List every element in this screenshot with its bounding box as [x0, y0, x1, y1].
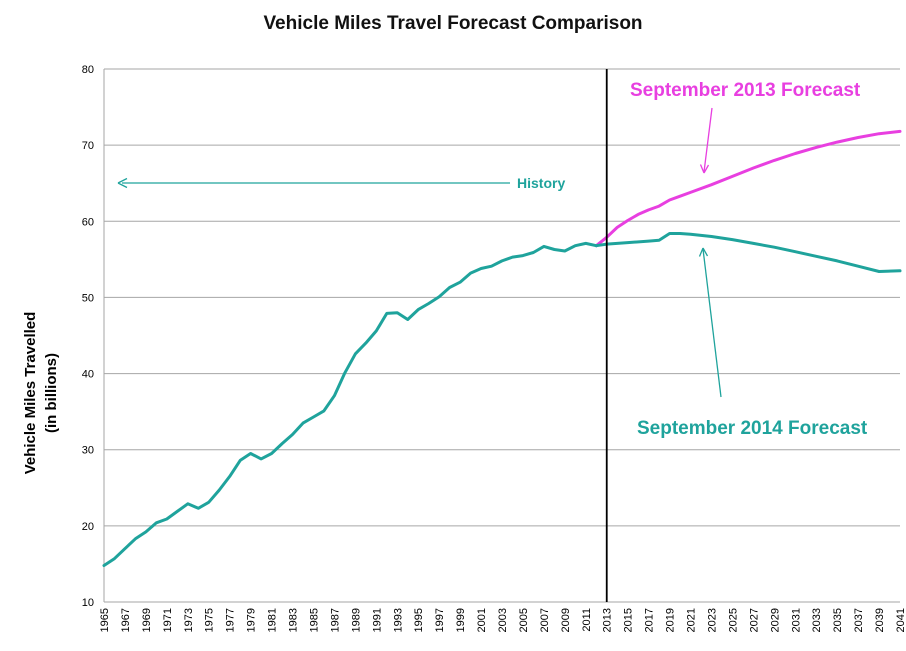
- history-arrow-head-icon: [117, 177, 128, 189]
- x-tick-label: 2017: [644, 608, 656, 632]
- x-tick-label: 2039: [874, 608, 886, 632]
- x-tick-label: 2013: [602, 608, 614, 632]
- x-tick-label: 1975: [204, 608, 216, 632]
- x-tick-label: 2037: [853, 608, 865, 632]
- y-tick-label: 30: [82, 445, 94, 457]
- x-tick-label: 1967: [120, 608, 132, 632]
- x-tick-label: 2031: [790, 608, 802, 632]
- y-tick-label: 50: [82, 292, 94, 304]
- gridlines: [103, 68, 900, 603]
- x-tick-label: 1981: [267, 608, 279, 632]
- history-label: History: [517, 175, 565, 191]
- series-line-history: [102, 241, 598, 567]
- x-tick-label: 1997: [434, 608, 446, 632]
- x-tick-labels: 1965 1967 1969 1971 1973 1975 1977 1979 1981 1983…: [99, 608, 906, 632]
- annotation-history: History: [117, 175, 565, 191]
- x-tick-label: 2011: [581, 608, 593, 632]
- y-tick-label: 40: [82, 369, 94, 381]
- forecast-2014-label: September 2014 Forecast: [637, 418, 868, 439]
- y-tick-label: 60: [82, 216, 94, 228]
- x-tick-label: 2005: [518, 608, 530, 632]
- x-tick-label: 1969: [141, 608, 153, 632]
- x-tick-label: 1973: [183, 608, 195, 632]
- annotation-forecast-2014: September 2014 Forecast: [637, 247, 868, 439]
- y-tick-labels: 10 20 30 40 50 60 70 80: [82, 64, 94, 609]
- x-tick-label: 2001: [476, 608, 488, 632]
- y-axis-subtitle: (in billions): [43, 353, 60, 433]
- x-tick-label: 2035: [832, 608, 844, 632]
- y-tick-label: 10: [82, 597, 94, 609]
- x-tick-label: 2025: [727, 608, 739, 632]
- x-tick-label: 1977: [225, 608, 237, 632]
- y-tick-label: 70: [82, 140, 94, 152]
- forecast-2013-label: September 2013 Forecast: [630, 80, 861, 101]
- x-tick-label: 1971: [162, 608, 174, 632]
- y-tick-label: 80: [82, 64, 94, 76]
- x-tick-label: 2003: [497, 608, 509, 632]
- series-lines: [102, 129, 902, 567]
- forecast-2014-arrow-head-icon: [698, 247, 709, 257]
- x-tick-label: 1965: [99, 608, 111, 632]
- x-tick-label: 2027: [748, 608, 760, 632]
- x-tick-label: 2033: [811, 608, 823, 632]
- y-axis-label: Vehicle Miles Travelled (in billions): [22, 312, 60, 475]
- annotation-forecast-2013: September 2013 Forecast: [630, 80, 861, 174]
- x-tick-label: 1979: [246, 608, 258, 632]
- x-tick-label: 1993: [392, 608, 404, 632]
- x-tick-label: 1991: [371, 608, 383, 632]
- series-line-forecast-2014: [594, 232, 902, 273]
- x-tick-label: 1989: [350, 608, 362, 632]
- x-tick-label: 1987: [329, 608, 341, 632]
- forecast-2013-arrow-line: [703, 107, 713, 173]
- series-line-forecast-2013: [594, 129, 902, 248]
- x-tick-label: 2029: [769, 608, 781, 632]
- x-tick-label: 2007: [539, 608, 551, 632]
- x-tick-label: 2009: [560, 608, 572, 632]
- chart-title: Vehicle Miles Travel Forecast Comparison: [263, 13, 642, 34]
- x-tick-label: 1995: [413, 608, 425, 632]
- x-tick-label: 2023: [706, 608, 718, 632]
- x-tick-label: 2041: [895, 608, 906, 632]
- y-axis-title: Vehicle Miles Travelled: [22, 312, 39, 475]
- x-tick-label: 1999: [455, 608, 467, 632]
- y-tick-label: 20: [82, 521, 94, 533]
- x-tick-label: 2021: [686, 608, 698, 632]
- x-tick-label: 2019: [665, 608, 677, 632]
- forecast-2014-arrow-line: [702, 248, 722, 398]
- forecast-2013-arrow-head-icon: [699, 164, 710, 174]
- x-tick-label: 2015: [623, 608, 635, 632]
- x-tick-label: 1983: [288, 608, 300, 632]
- x-tick-label: 1985: [308, 608, 320, 632]
